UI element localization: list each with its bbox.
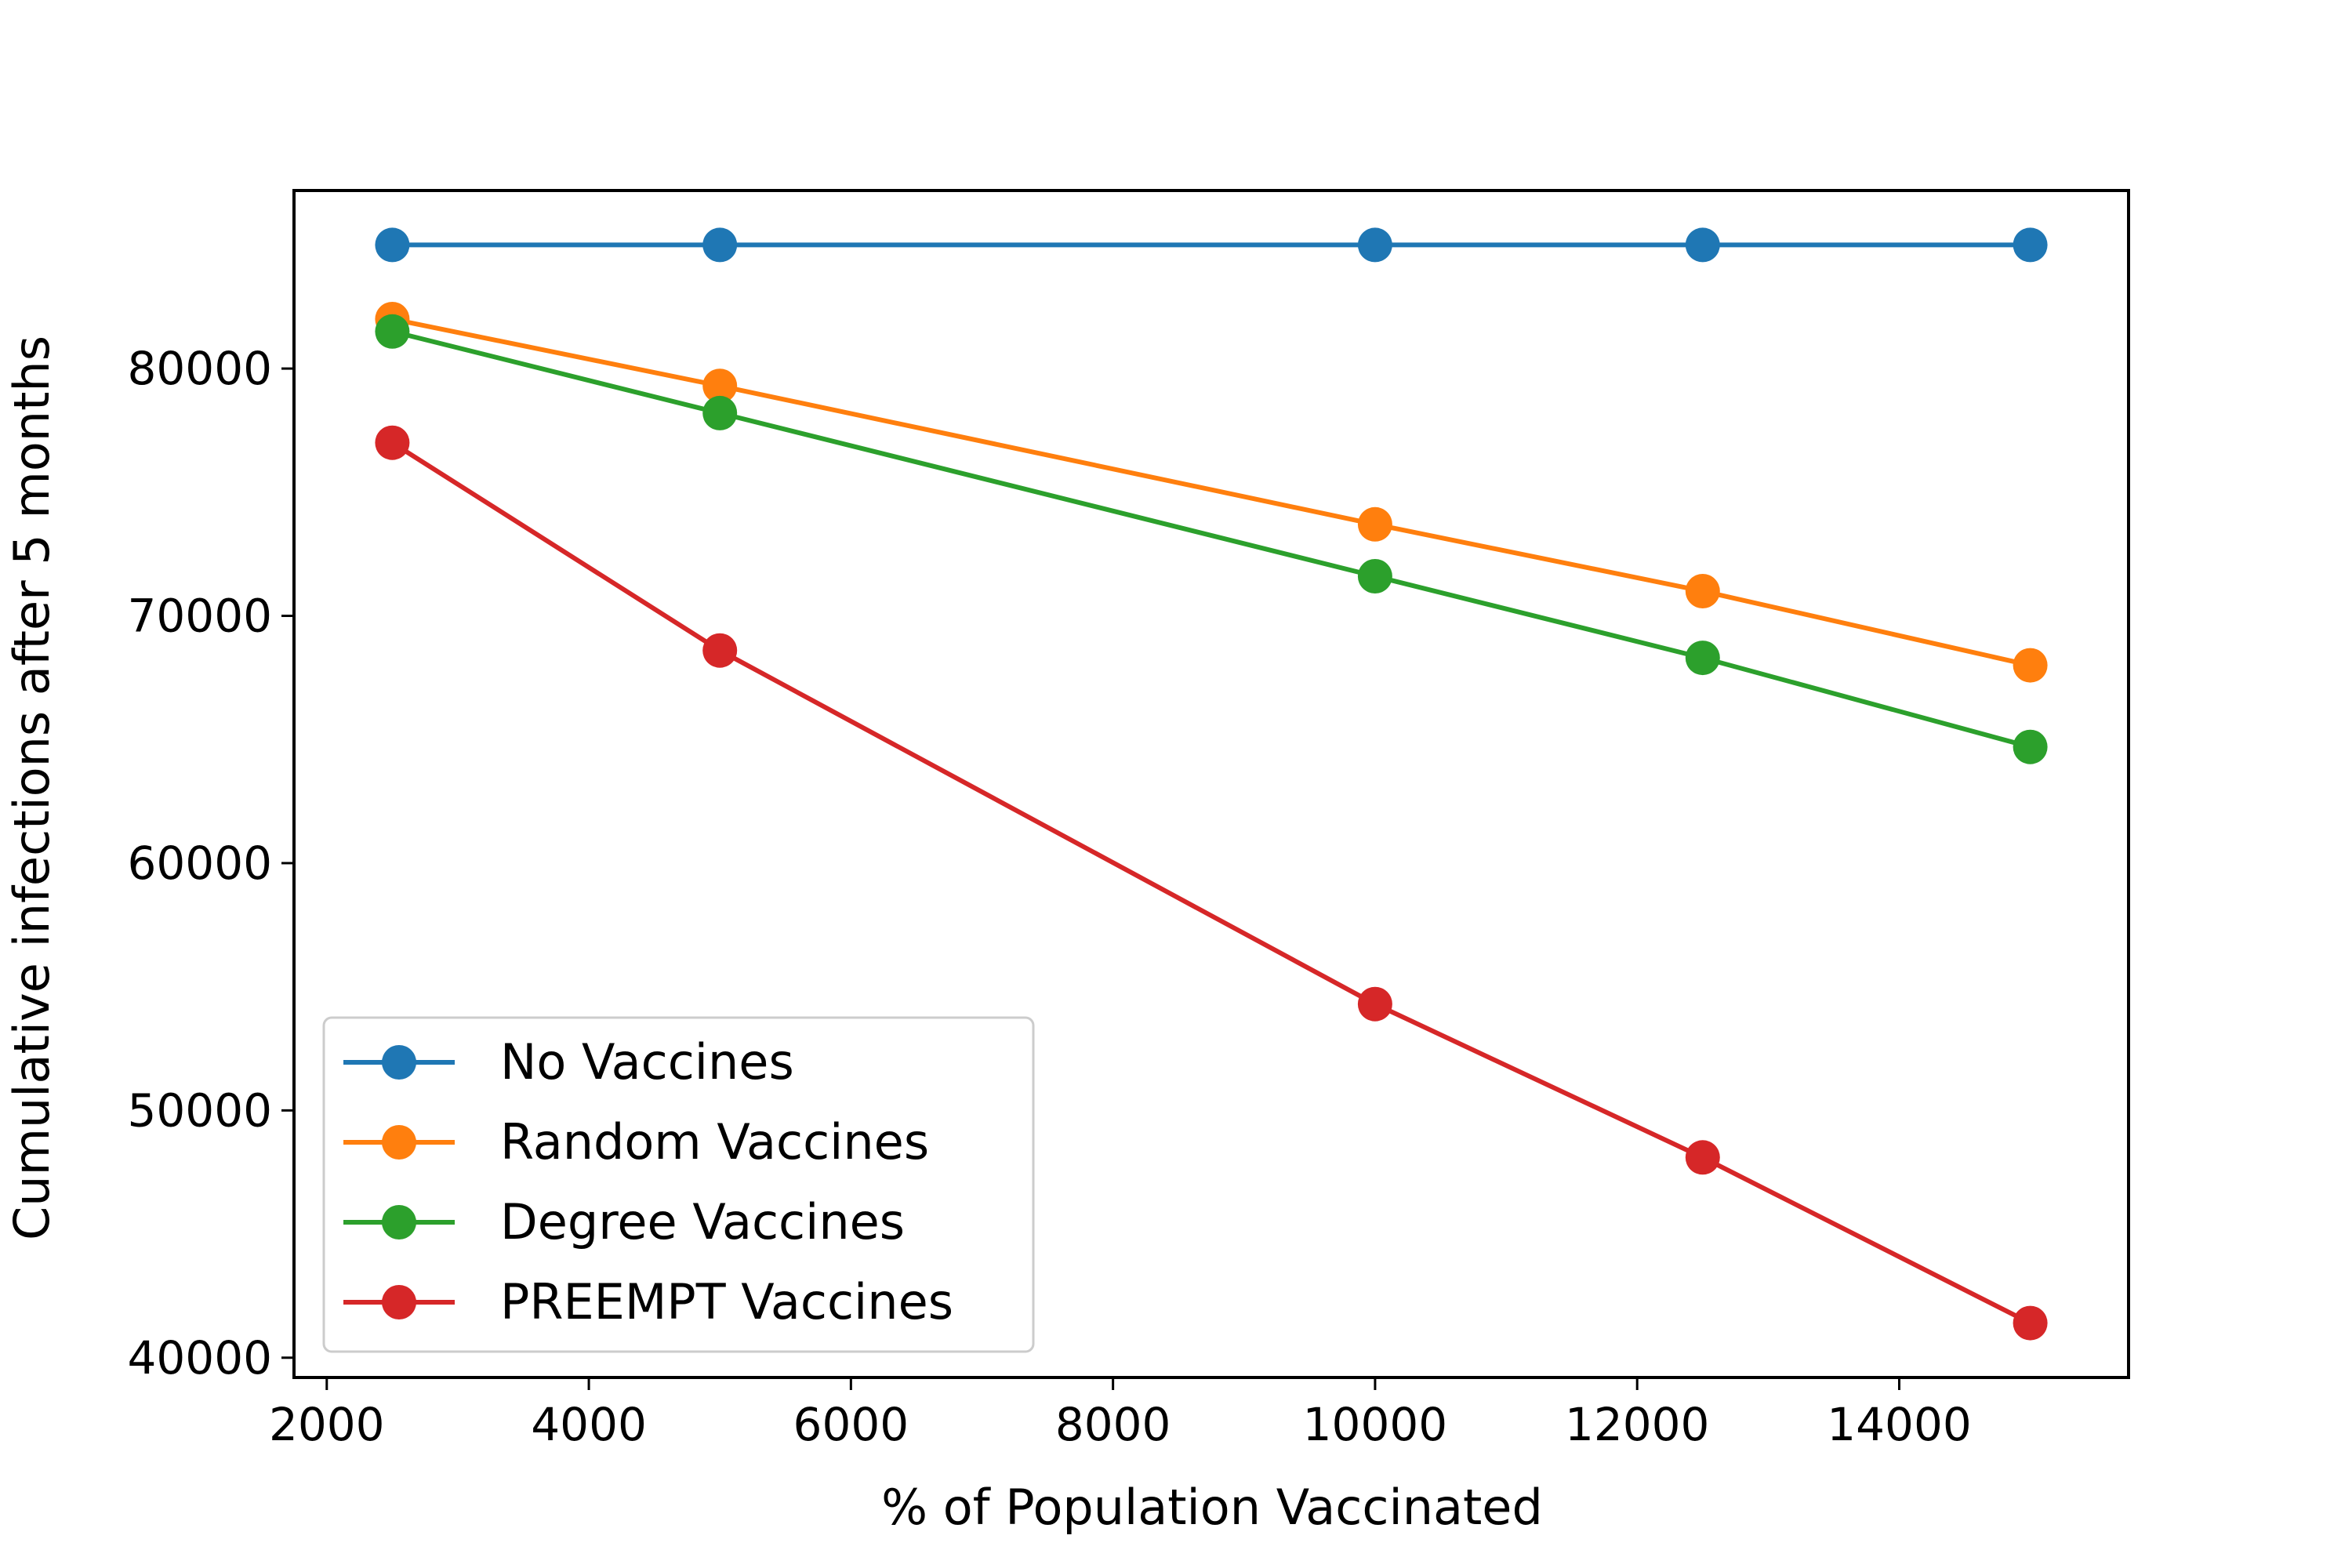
y-tick-label: 70000 — [127, 590, 272, 643]
legend-marker — [382, 1045, 416, 1080]
data-point — [2013, 729, 2048, 764]
data-point — [1685, 574, 1720, 608]
legend-label: PREEMPT Vaccines — [500, 1273, 953, 1330]
series-3 — [375, 425, 2048, 1341]
data-point — [702, 368, 738, 404]
data-point — [375, 314, 410, 349]
x-axis-label: % of Population Vaccinated — [881, 1479, 1543, 1536]
y-tick-label: 50000 — [127, 1083, 272, 1137]
data-point — [1357, 559, 1392, 593]
data-point — [1685, 227, 1720, 263]
legend-marker — [382, 1125, 416, 1160]
y-tick-label: 60000 — [127, 837, 272, 890]
data-point — [2013, 1305, 2048, 1341]
legend-marker — [382, 1205, 416, 1240]
y-axis-label: Cumulative infections after 5 months — [3, 336, 60, 1240]
legend-label: Random Vaccines — [500, 1113, 929, 1171]
x-tick-label: 10000 — [1303, 1398, 1448, 1451]
series-0 — [375, 227, 2048, 263]
data-point — [375, 227, 410, 263]
legend-box — [322, 1016, 1035, 1353]
data-point — [1685, 641, 1720, 676]
x-tick-label: 12000 — [1565, 1398, 1710, 1451]
data-point — [2013, 227, 2048, 263]
legend-item-1: Random Vaccines — [343, 1113, 929, 1171]
data-point — [1357, 506, 1392, 542]
x-tick-label: 4000 — [531, 1398, 647, 1451]
y-tick-label: 40000 — [127, 1331, 272, 1385]
data-point — [375, 425, 410, 460]
legend-marker — [382, 1285, 416, 1319]
data-point — [1357, 227, 1392, 263]
x-tick-label: 8000 — [1055, 1398, 1171, 1451]
data-point — [1685, 1140, 1720, 1175]
legend-item-2: Degree Vaccines — [343, 1193, 905, 1250]
y-tick-label: 80000 — [127, 342, 272, 395]
data-point — [702, 633, 738, 668]
legend-item-3: PREEMPT Vaccines — [343, 1273, 953, 1330]
data-point — [1357, 986, 1392, 1022]
legend-item-0: No Vaccines — [343, 1033, 794, 1091]
data-point — [2013, 648, 2048, 683]
series-layer — [375, 227, 2048, 1341]
data-point — [702, 395, 738, 430]
axes-frame — [292, 189, 2130, 1379]
data-point — [702, 227, 738, 263]
legend-label: No Vaccines — [500, 1033, 794, 1091]
axes-layer: 2000 4000 6000 8000 10000 12000 14000 40000 5000… — [127, 189, 2130, 1451]
x-tick-label: 14000 — [1827, 1398, 1972, 1451]
x-tick-label: 2000 — [269, 1398, 385, 1451]
series-2 — [375, 314, 2048, 764]
legend-label: Degree Vaccines — [500, 1193, 905, 1250]
legend: No Vaccines Random Vaccines Degree Vaccine… — [322, 1016, 1035, 1353]
x-tick-label: 6000 — [793, 1398, 909, 1451]
